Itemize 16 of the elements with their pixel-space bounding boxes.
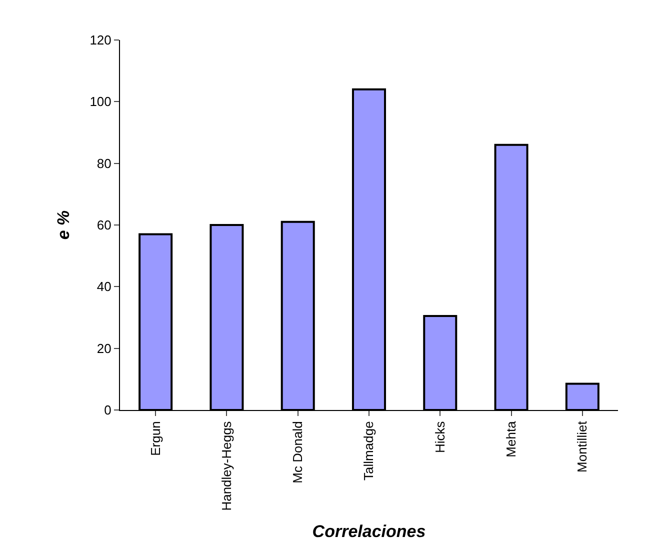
x-tick-label: Mc Donald [290, 421, 306, 484]
x-tick-label: Hicks [432, 420, 448, 453]
y-tick-label: 60 [96, 218, 112, 233]
x-axis-title: Correlaciones [312, 522, 426, 542]
y-tick-label: 100 [90, 94, 112, 110]
y-tick-label: 20 [96, 340, 112, 356]
y-tick-label: 120 [90, 32, 112, 48]
x-tick-label: Tallmadge [361, 421, 376, 480]
x-tick-label: Handley-Heggs [218, 420, 234, 511]
y-tick-label: 80 [96, 156, 112, 171]
x-tick-label: Ergun [148, 421, 163, 456]
y-tick-label: 40 [96, 279, 112, 294]
x-tick-label: Mehta [504, 420, 519, 458]
x-tick-label: Montilliet [574, 420, 590, 472]
y-axis-title: e % [54, 210, 74, 240]
y-tick-label: 0 [104, 402, 112, 418]
